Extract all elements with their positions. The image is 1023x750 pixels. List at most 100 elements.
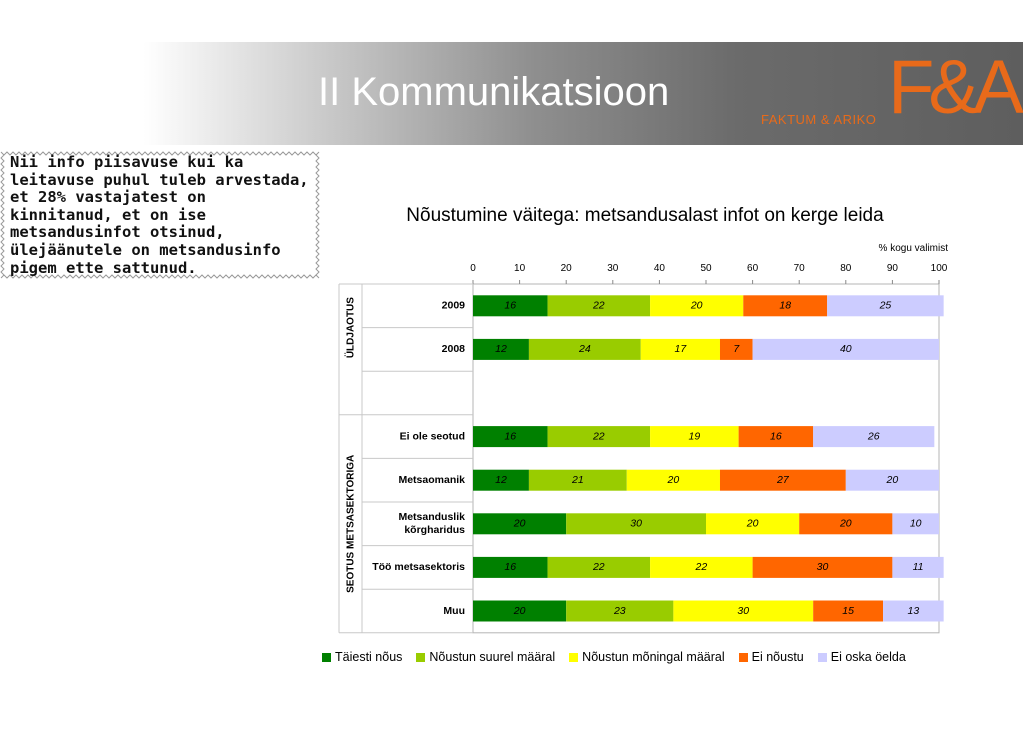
x-tick-label: 60 — [747, 263, 759, 274]
data-label: 20 — [746, 518, 759, 530]
bar-segment — [626, 469, 720, 491]
data-label: 20 — [667, 474, 680, 486]
legend-item: Ei oska öelda — [817, 650, 906, 664]
legend-swatch — [569, 652, 579, 662]
legend-swatch — [817, 652, 827, 662]
data-label: 13 — [908, 605, 920, 617]
data-label: 20 — [513, 605, 526, 617]
data-label: 18 — [779, 300, 791, 312]
bar-segment — [547, 295, 651, 317]
bar-segment — [813, 600, 884, 622]
data-label: 16 — [504, 561, 516, 573]
legend-label: Nõustun suurel määral — [429, 650, 556, 664]
data-label: 7 — [733, 343, 740, 355]
data-label: 12 — [495, 474, 507, 486]
category-label: Töö metsasektoris — [372, 561, 465, 573]
data-label: 23 — [613, 605, 626, 617]
data-label: 11 — [913, 561, 924, 573]
data-label: 16 — [504, 300, 516, 312]
bar-segment — [473, 338, 529, 360]
company-logo-mark: F&A — [888, 45, 1023, 130]
plot-frame — [472, 283, 940, 634]
data-label: 30 — [630, 518, 642, 530]
bar-segment — [719, 338, 753, 360]
bar-segment — [706, 513, 800, 535]
data-label: 22 — [694, 561, 707, 573]
bar-segment — [719, 469, 846, 491]
data-label: 26 — [867, 430, 880, 442]
data-label: 40 — [840, 343, 852, 355]
bar-segment — [799, 513, 893, 535]
data-label: 20 — [886, 474, 899, 486]
bar-segment — [566, 513, 706, 535]
legend-item: Ei nõustu — [738, 650, 804, 664]
category-label: kõrgharidus — [404, 524, 465, 536]
category-label: Muu — [443, 605, 465, 617]
category-label: 2008 — [442, 343, 466, 355]
data-label: 30 — [817, 561, 829, 573]
x-tick-label: 0 — [470, 263, 476, 274]
data-label: 19 — [689, 430, 701, 442]
data-label: 30 — [737, 605, 749, 617]
bar-segment — [752, 556, 893, 578]
x-tick-label: 80 — [840, 263, 852, 274]
bar-segment — [650, 295, 744, 317]
bar-segment — [743, 295, 828, 317]
bar-segment — [566, 600, 674, 622]
data-label: 20 — [513, 518, 526, 530]
group-label: ÜLDJAOTUS — [344, 297, 357, 358]
data-label: 22 — [592, 561, 605, 573]
x-tick-label: 100 — [931, 263, 948, 274]
slide-header-band — [0, 42, 1023, 145]
bar-segment — [547, 426, 651, 448]
legend-item: Täiesti nõus — [322, 650, 402, 664]
bar-segment — [528, 338, 641, 360]
data-label: 22 — [592, 430, 605, 442]
category-label: Metsaomanik — [398, 474, 465, 486]
x-tick-label: 90 — [887, 263, 899, 274]
bar-segment — [673, 600, 814, 622]
company-logo-text: FAKTUM & ARIKO — [761, 112, 877, 127]
bar-segment — [473, 426, 548, 448]
bar-segment — [813, 426, 935, 448]
bar-segment — [650, 426, 739, 448]
unit-label: % kogu valimist — [878, 243, 948, 254]
category-label: Metsanduslik — [398, 511, 465, 523]
data-label: 10 — [910, 518, 922, 530]
bar-segment — [892, 556, 944, 578]
bar-segment — [640, 338, 720, 360]
data-label: 21 — [571, 474, 584, 486]
bar-segment — [473, 513, 567, 535]
x-tick-label: 10 — [514, 263, 526, 274]
legend-label: Nõustun mõningal määral — [582, 650, 725, 664]
legend-label: Ei nõustu — [751, 650, 804, 664]
bar-segment — [547, 556, 651, 578]
legend-swatch — [738, 652, 748, 662]
data-label: 25 — [879, 300, 892, 312]
bar-segment — [827, 295, 944, 317]
callout-zigzag-border — [0, 151, 320, 279]
data-label: 12 — [495, 343, 507, 355]
bar-segment — [738, 426, 814, 448]
data-label: 16 — [504, 430, 516, 442]
data-label: 16 — [770, 430, 782, 442]
bar-segment — [473, 469, 529, 491]
bar-segment — [473, 556, 548, 578]
data-label: 15 — [842, 605, 854, 617]
bar-segment — [845, 469, 939, 491]
legend-label: Täiesti nõus — [335, 650, 403, 664]
chart-legend: Täiesti nõus Nõustun suurel määral Nõustun… — [322, 650, 1002, 664]
callout-note: Nii info piisavuse kui ka leitavuse puhu… — [0, 150, 320, 279]
x-tick-label: 30 — [607, 263, 619, 274]
legend-item: Nõustun suurel määral — [416, 650, 555, 664]
bar-segment — [892, 513, 939, 535]
x-tick-label: 40 — [654, 263, 666, 274]
x-tick-label: 70 — [794, 263, 806, 274]
bar-segment — [752, 338, 939, 360]
data-label: 20 — [839, 518, 852, 530]
legend-swatch — [416, 652, 426, 662]
chart-title: Nõustumine väitega: metsandusalast infot… — [406, 205, 884, 226]
legend-label: Ei oska öelda — [830, 650, 906, 664]
callout-note-text: Nii info piisavuse kui ka leitavuse puhu… — [10, 153, 309, 277]
